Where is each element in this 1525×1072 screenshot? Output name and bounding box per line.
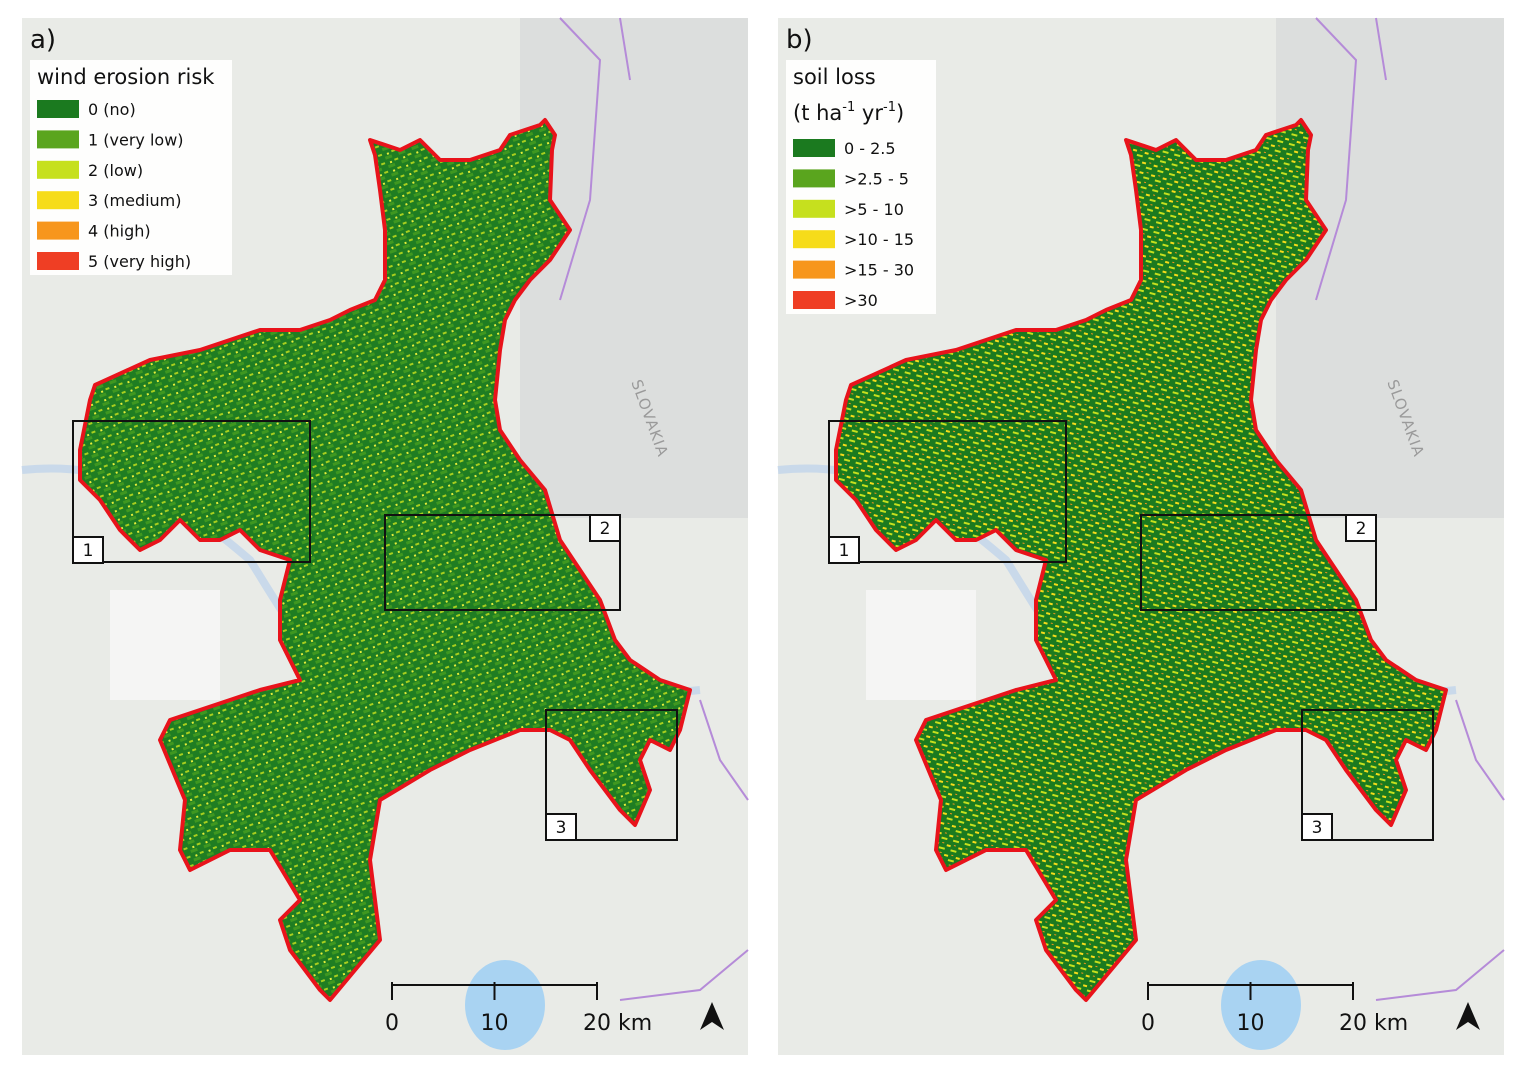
inset-label-box: [72, 536, 104, 564]
legend-unit-part: yr: [855, 101, 883, 125]
inset-label: 1: [83, 541, 94, 561]
legend-label: >10 - 15: [844, 230, 914, 249]
inset-label: 3: [556, 818, 567, 838]
legend-label: >5 - 10: [844, 200, 904, 219]
legend-swatch: [37, 160, 79, 179]
scale-label: 10: [481, 1011, 509, 1036]
legend-swatch: [793, 169, 835, 188]
lake: [465, 960, 545, 1050]
inset-box: [72, 420, 311, 563]
legend-swatch: [37, 191, 79, 210]
legend-swatch: [793, 230, 835, 249]
inset-label-box: [545, 813, 577, 841]
inset-label-box: [1345, 514, 1377, 542]
border-line: [559, 17, 631, 301]
inset-label: 3: [1312, 818, 1323, 838]
panel-label: b): [786, 25, 813, 55]
legend-label: 4 (high): [88, 222, 151, 241]
legend-unit-part: ): [896, 101, 904, 125]
legend-swatch: [793, 291, 835, 309]
scale-label: 10: [1237, 1011, 1265, 1036]
legend-label: >15 - 30: [844, 261, 914, 280]
scale-label: 20 km: [1339, 1011, 1408, 1036]
legend-label: 3 (medium): [88, 191, 182, 210]
city: [866, 590, 976, 700]
legend-label: 0 (no): [88, 100, 136, 119]
legend-swatch: [793, 260, 835, 279]
legend-swatch: [37, 221, 79, 240]
city: [110, 590, 220, 700]
scale-label: 0: [385, 1011, 399, 1036]
legend-title: wind erosion risk: [37, 65, 215, 89]
legend-label: 5 (very high): [88, 252, 191, 271]
border-line: [1375, 699, 1505, 1001]
legend-swatch: [37, 100, 79, 118]
basemap-east: [1276, 18, 1504, 518]
legend-label: 1 (very low): [88, 130, 184, 149]
legend-unit-part: -1: [842, 100, 855, 115]
north-arrow: [1456, 1002, 1480, 1030]
north-arrow: [700, 1002, 724, 1030]
legend-swatch: [793, 199, 835, 218]
legend-unit-part: -1: [883, 100, 896, 115]
basemap-east: [520, 18, 748, 518]
legend-unit-part: (t ha: [793, 101, 842, 125]
legend-swatch: [37, 252, 79, 270]
border-line: [619, 699, 749, 1001]
legend-label: >30: [844, 291, 878, 310]
legend-label: 2 (low): [88, 161, 143, 180]
legend-title: soil loss: [793, 65, 876, 89]
legend-label: 0 - 2.5: [844, 139, 896, 158]
inset-label: 2: [1356, 519, 1367, 539]
inset-box: [1140, 514, 1377, 611]
inset-label-box: [1301, 813, 1333, 841]
legend-label: >2.5 - 5: [844, 169, 909, 188]
inset-label-box: [828, 536, 860, 564]
scale-label: 20 km: [583, 1011, 652, 1036]
legend-unit: (t ha-1 yr-1): [793, 100, 904, 125]
lake: [1221, 960, 1301, 1050]
inset-label-box: [589, 514, 621, 542]
inset-box: [384, 514, 621, 611]
legend-swatch: [793, 139, 835, 157]
inset-box: [545, 709, 678, 841]
inset-label: 2: [600, 519, 611, 539]
panel-label: a): [30, 25, 56, 55]
legend-swatch: [37, 130, 79, 149]
scale-label: 0: [1141, 1011, 1155, 1036]
inset-box: [1301, 709, 1434, 841]
inset-box: [828, 420, 1067, 563]
border-line: [1315, 17, 1387, 301]
inset-label: 1: [839, 541, 850, 561]
